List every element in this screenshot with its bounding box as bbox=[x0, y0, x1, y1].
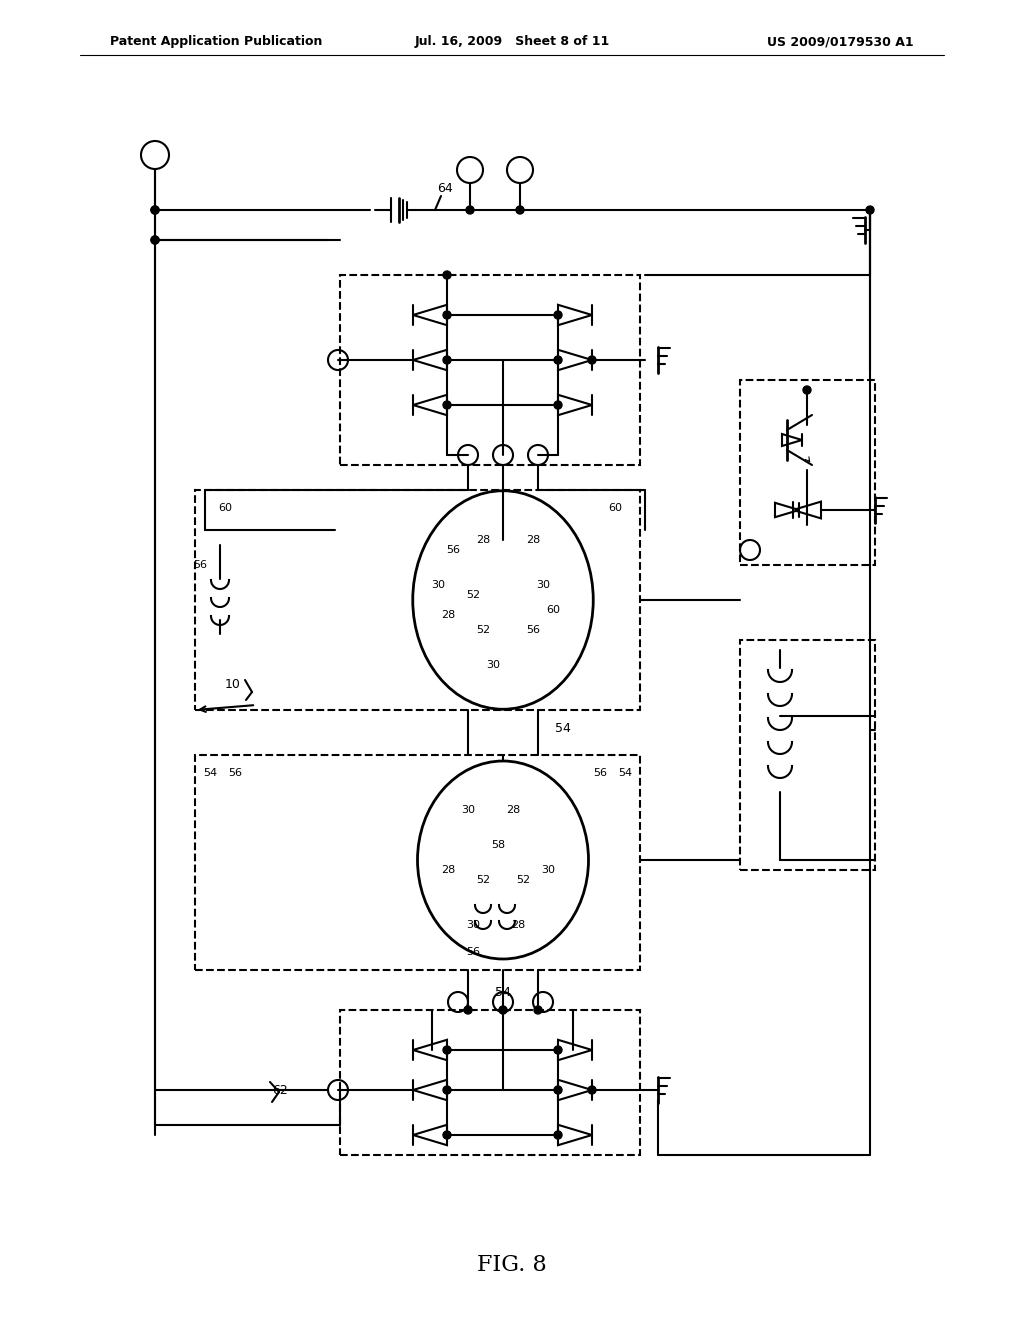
Circle shape bbox=[554, 1131, 562, 1139]
Text: 52: 52 bbox=[466, 590, 480, 601]
Polygon shape bbox=[775, 503, 799, 517]
Text: 30: 30 bbox=[541, 865, 555, 875]
Text: 28: 28 bbox=[526, 535, 540, 545]
Circle shape bbox=[443, 401, 451, 409]
Text: 30: 30 bbox=[431, 579, 445, 590]
Polygon shape bbox=[413, 305, 447, 325]
Text: 54: 54 bbox=[495, 986, 511, 998]
Circle shape bbox=[443, 1131, 451, 1139]
Circle shape bbox=[443, 312, 451, 319]
Text: 28: 28 bbox=[441, 610, 455, 620]
Text: 28: 28 bbox=[441, 865, 455, 875]
Text: 28: 28 bbox=[511, 920, 525, 931]
Text: 56: 56 bbox=[466, 946, 480, 957]
Polygon shape bbox=[413, 1125, 447, 1146]
Polygon shape bbox=[413, 1040, 447, 1060]
Circle shape bbox=[443, 1086, 451, 1094]
Text: 30: 30 bbox=[461, 805, 475, 814]
Text: 52: 52 bbox=[476, 875, 490, 884]
Circle shape bbox=[466, 206, 474, 214]
Text: 54: 54 bbox=[555, 722, 571, 734]
Circle shape bbox=[554, 356, 562, 364]
Text: 56: 56 bbox=[228, 768, 242, 777]
Circle shape bbox=[516, 206, 524, 214]
Polygon shape bbox=[558, 1040, 592, 1060]
Bar bbox=[740, 640, 874, 870]
Text: 28: 28 bbox=[506, 805, 520, 814]
Text: 30: 30 bbox=[466, 920, 480, 931]
Polygon shape bbox=[558, 395, 592, 416]
Circle shape bbox=[499, 1006, 507, 1014]
Text: 58: 58 bbox=[490, 840, 505, 850]
Circle shape bbox=[464, 1006, 472, 1014]
Polygon shape bbox=[782, 434, 802, 446]
Text: Jul. 16, 2009   Sheet 8 of 11: Jul. 16, 2009 Sheet 8 of 11 bbox=[415, 36, 609, 49]
Circle shape bbox=[588, 1086, 596, 1094]
Text: 28: 28 bbox=[476, 535, 490, 545]
Circle shape bbox=[151, 236, 159, 244]
Text: 56: 56 bbox=[593, 768, 607, 777]
Circle shape bbox=[443, 1045, 451, 1053]
Polygon shape bbox=[413, 395, 447, 416]
Text: 10: 10 bbox=[225, 678, 241, 692]
Text: 52: 52 bbox=[476, 624, 490, 635]
Text: 62: 62 bbox=[272, 1084, 288, 1097]
Circle shape bbox=[803, 385, 811, 393]
Text: 30: 30 bbox=[486, 660, 500, 671]
Text: 56: 56 bbox=[193, 560, 207, 570]
Text: 52: 52 bbox=[516, 875, 530, 884]
Text: FIG. 8: FIG. 8 bbox=[477, 1254, 547, 1276]
Circle shape bbox=[554, 1086, 562, 1094]
Bar bbox=[340, 1010, 640, 1155]
Polygon shape bbox=[558, 1125, 592, 1146]
Circle shape bbox=[554, 1045, 562, 1053]
Polygon shape bbox=[558, 305, 592, 325]
Circle shape bbox=[151, 236, 159, 244]
Bar bbox=[195, 490, 640, 710]
Circle shape bbox=[443, 356, 451, 364]
Text: 56: 56 bbox=[446, 545, 460, 554]
Text: 54: 54 bbox=[203, 768, 217, 777]
Circle shape bbox=[554, 312, 562, 319]
Text: 56: 56 bbox=[526, 624, 540, 635]
Polygon shape bbox=[413, 1080, 447, 1100]
Text: 30: 30 bbox=[536, 579, 550, 590]
Text: 60: 60 bbox=[218, 503, 232, 513]
Circle shape bbox=[866, 206, 874, 214]
Text: 54: 54 bbox=[617, 768, 632, 777]
Text: Patent Application Publication: Patent Application Publication bbox=[110, 36, 323, 49]
Circle shape bbox=[151, 206, 159, 214]
Text: 60: 60 bbox=[546, 605, 560, 615]
Circle shape bbox=[151, 206, 159, 214]
Text: 60: 60 bbox=[608, 503, 622, 513]
Text: US 2009/0179530 A1: US 2009/0179530 A1 bbox=[767, 36, 914, 49]
Polygon shape bbox=[558, 1080, 592, 1100]
Polygon shape bbox=[413, 350, 447, 370]
Circle shape bbox=[534, 1006, 542, 1014]
Bar bbox=[740, 380, 874, 565]
Circle shape bbox=[588, 356, 596, 364]
Circle shape bbox=[443, 271, 451, 279]
Bar bbox=[340, 275, 640, 465]
Text: 64: 64 bbox=[437, 181, 453, 194]
Bar bbox=[195, 755, 640, 970]
Polygon shape bbox=[558, 350, 592, 370]
Polygon shape bbox=[793, 502, 821, 519]
Circle shape bbox=[554, 401, 562, 409]
